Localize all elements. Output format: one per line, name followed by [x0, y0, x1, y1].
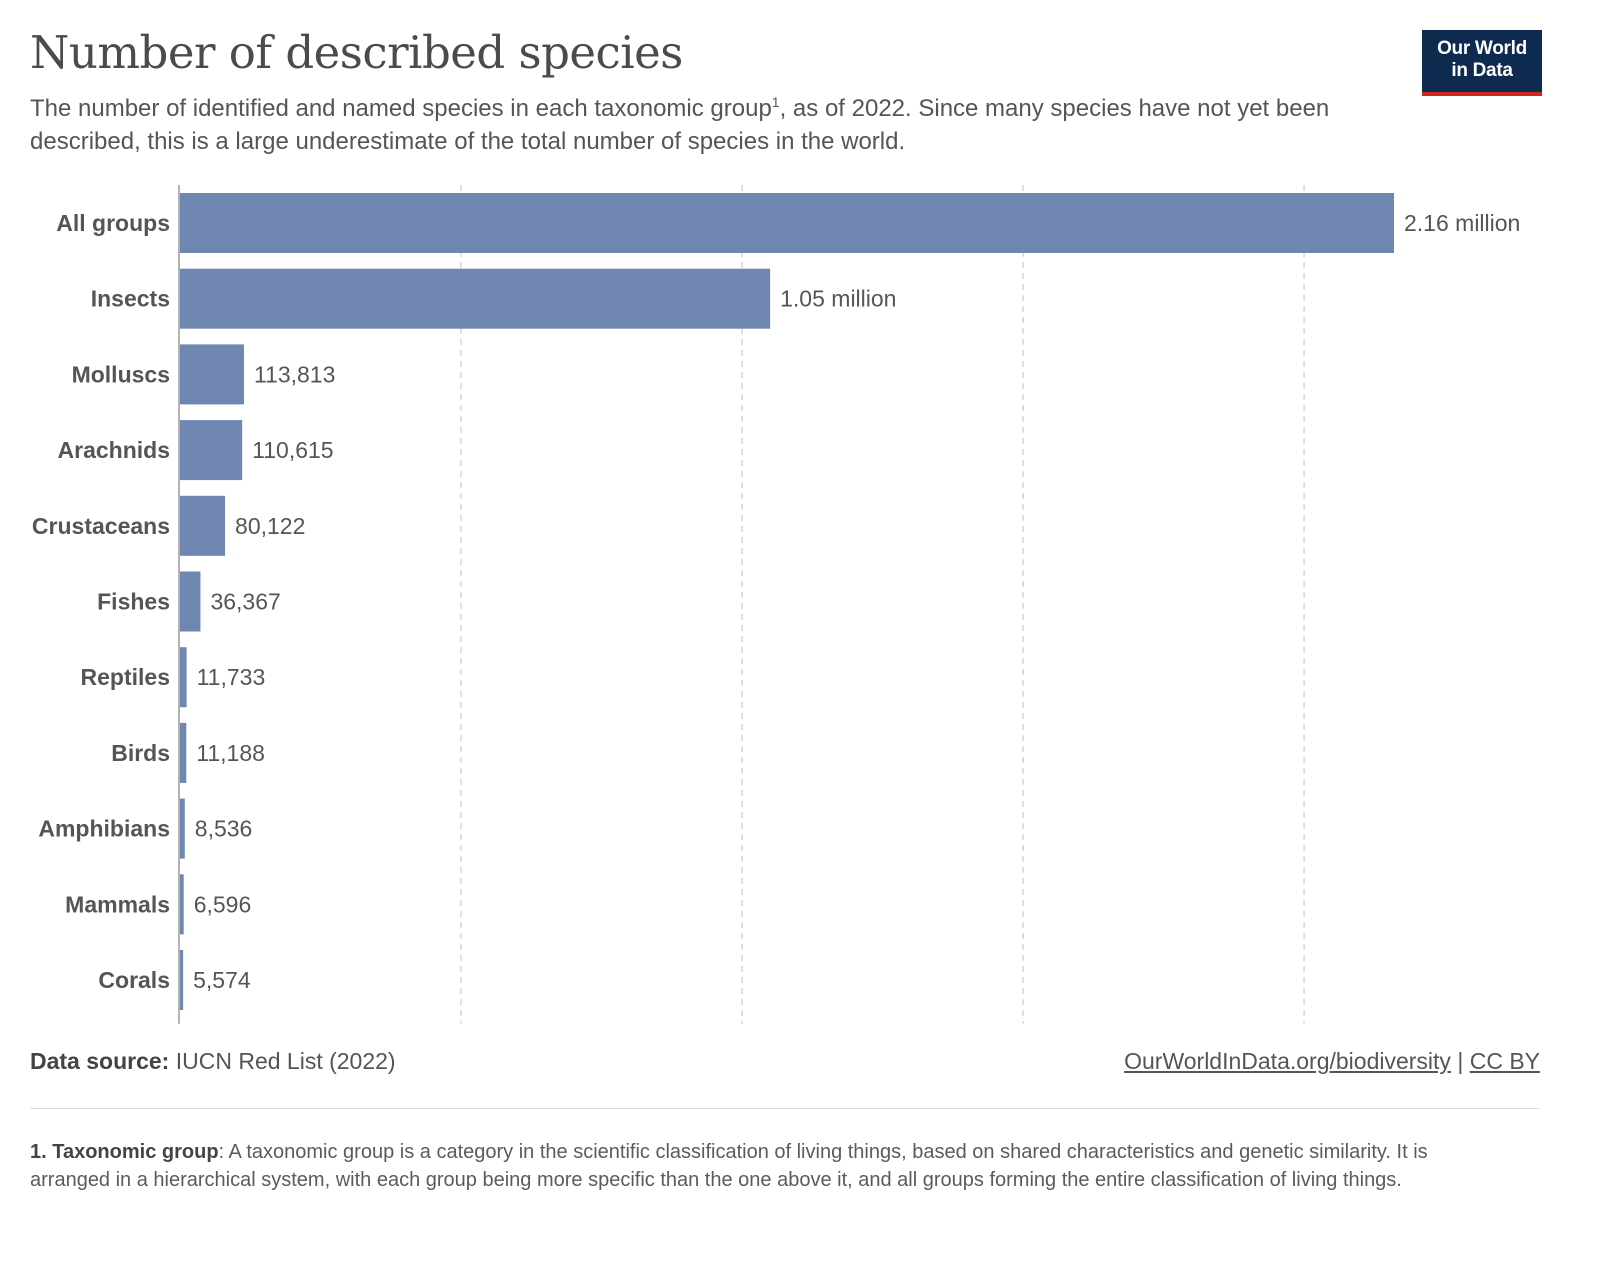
value-label: 80,122 — [235, 513, 305, 539]
value-label: 113,813 — [254, 361, 335, 387]
value-label: 110,615 — [252, 437, 333, 463]
value-label: 11,733 — [197, 664, 266, 690]
data-source-label: Data source: — [30, 1048, 170, 1074]
subtitle-text-end: , as of 2022. Since many species have no… — [30, 95, 1330, 155]
logo-line-1: Our World — [1437, 38, 1527, 59]
footnote-marker[interactable]: 1 — [771, 94, 780, 110]
owid-logo[interactable]: Our World in Data — [1422, 30, 1542, 96]
chart-subtitle: The number of identified and named speci… — [30, 92, 1390, 158]
bar[interactable] — [180, 193, 1394, 253]
footer-divider — [30, 1108, 1540, 1109]
license-link[interactable]: CC BY — [1469, 1048, 1540, 1074]
category-label: Arachnids — [58, 437, 170, 463]
category-label: Mammals — [65, 891, 170, 917]
bar[interactable] — [180, 420, 243, 481]
category-label: All groups — [56, 210, 170, 236]
value-label: 5,574 — [193, 967, 251, 993]
value-label: 8,536 — [195, 816, 253, 842]
category-label: Corals — [98, 967, 170, 993]
bar[interactable] — [180, 268, 771, 329]
bar[interactable] — [180, 344, 244, 405]
subtitle-text-start: The number of identified and named speci… — [30, 95, 772, 122]
bar[interactable] — [180, 798, 185, 859]
category-label: Reptiles — [81, 664, 170, 690]
chart-title: Number of described species — [30, 26, 683, 79]
footnote-text: : A taxonomic group is a category in the… — [30, 1141, 1428, 1191]
bar[interactable] — [180, 874, 184, 935]
bar-chart: All groups 2.16 million Insects 1.05 millio… — [32, 185, 1520, 1024]
footer-links: OurWorldInData.org/biodiversity | CC BY — [1124, 1048, 1540, 1075]
footnote-term: 1. Taxonomic group — [30, 1141, 219, 1163]
category-label: Insects — [91, 286, 170, 312]
data-source-value: IUCN Red List (2022) — [169, 1048, 396, 1074]
category-label: Crustaceans — [32, 513, 170, 539]
category-label: Molluscs — [72, 361, 170, 387]
data-source: Data source: IUCN Red List (2022) — [30, 1048, 396, 1075]
bar[interactable] — [180, 495, 226, 556]
value-label: 2.16 million — [1404, 210, 1520, 236]
bar[interactable] — [180, 722, 187, 783]
footer-separator: | — [1450, 1048, 1470, 1074]
bar[interactable] — [180, 571, 201, 632]
value-label: 36,367 — [210, 589, 280, 615]
category-label: Fishes — [97, 589, 170, 615]
bar[interactable] — [180, 647, 187, 708]
logo-line-2: in Data — [1451, 60, 1513, 81]
category-label: Birds — [111, 740, 170, 766]
footnote: 1. Taxonomic group: A taxonomic group is… — [30, 1138, 1490, 1194]
bar[interactable] — [180, 950, 184, 1010]
value-label: 11,188 — [196, 740, 265, 766]
value-label: 1.05 million — [780, 286, 896, 312]
category-label: Amphibians — [38, 816, 170, 842]
value-label: 6,596 — [194, 891, 252, 917]
owid-link[interactable]: OurWorldInData.org/biodiversity — [1124, 1048, 1451, 1074]
